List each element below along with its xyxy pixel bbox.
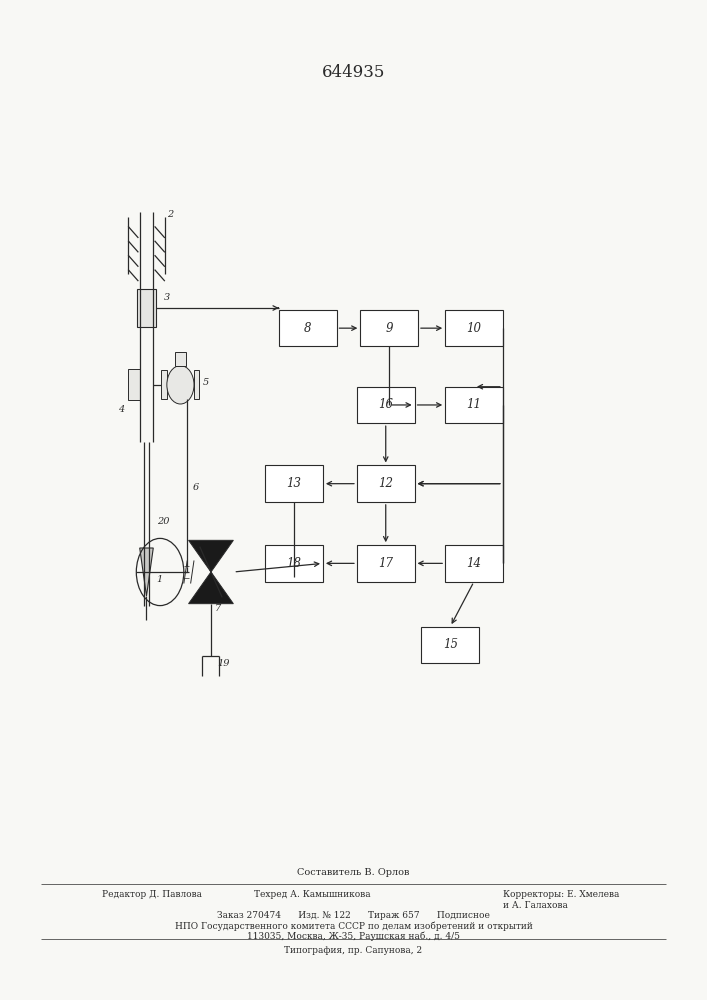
Bar	[137, 289, 156, 327]
Text: Типография, пр. Сапунова, 2: Типография, пр. Сапунова, 2	[284, 946, 423, 955]
Text: 13: 13	[286, 477, 302, 490]
Text: 4: 4	[119, 405, 124, 414]
Text: 20: 20	[157, 517, 169, 526]
Bar	[161, 370, 167, 399]
Bar	[357, 545, 414, 582]
Text: 12: 12	[378, 477, 393, 490]
Text: и А. Галахова: и А. Галахова	[503, 901, 568, 910]
Text: НПО Государственного комитета СССР по делам изобретений и открытий: НПО Государственного комитета СССР по де…	[175, 921, 532, 931]
Bar	[445, 387, 503, 423]
Text: 8: 8	[304, 322, 312, 335]
Text: 17: 17	[378, 557, 393, 570]
Text: 3: 3	[164, 293, 170, 302]
Bar	[175, 352, 186, 366]
Bar	[279, 310, 337, 346]
Text: 19: 19	[218, 659, 230, 668]
Text: 18: 18	[286, 557, 302, 570]
Bar	[421, 627, 479, 663]
Text: 10: 10	[467, 322, 481, 335]
Circle shape	[167, 366, 194, 404]
Text: Заказ 270474      Изд. № 122      Тираж 657      Подписное: Заказ 270474 Изд. № 122 Тираж 657 Подпис…	[217, 911, 490, 920]
Text: 15: 15	[443, 638, 457, 651]
Polygon shape	[189, 540, 233, 572]
Text: Техред А. Камышникова: Техред А. Камышникова	[255, 890, 371, 899]
Text: 644935: 644935	[322, 64, 385, 81]
Bar	[265, 465, 323, 502]
Text: Составитель В. Орлов: Составитель В. Орлов	[298, 868, 409, 877]
Text: 1: 1	[157, 575, 163, 584]
Bar	[361, 310, 418, 346]
Text: 2: 2	[168, 210, 174, 219]
Text: 7: 7	[214, 604, 221, 613]
Text: 6: 6	[192, 483, 199, 492]
Text: 5: 5	[203, 378, 209, 387]
Text: 11: 11	[467, 398, 481, 411]
Polygon shape	[140, 548, 153, 596]
Bar	[445, 545, 503, 582]
Bar	[194, 370, 199, 399]
Polygon shape	[189, 572, 233, 604]
Text: 16: 16	[378, 398, 393, 411]
Bar	[265, 545, 323, 582]
Bar	[128, 369, 141, 400]
Text: 9: 9	[385, 322, 393, 335]
Text: 113035, Москва, Ж-35, Раушская наб., д. 4/5: 113035, Москва, Ж-35, Раушская наб., д. …	[247, 931, 460, 941]
Text: Редактор Д. Павлова: Редактор Д. Павлова	[103, 890, 202, 899]
Text: 14: 14	[467, 557, 481, 570]
Bar	[357, 465, 414, 502]
Bar	[357, 387, 414, 423]
Bar	[445, 310, 503, 346]
Text: Корректоры: Е. Хмелева: Корректоры: Е. Хмелева	[503, 890, 619, 899]
